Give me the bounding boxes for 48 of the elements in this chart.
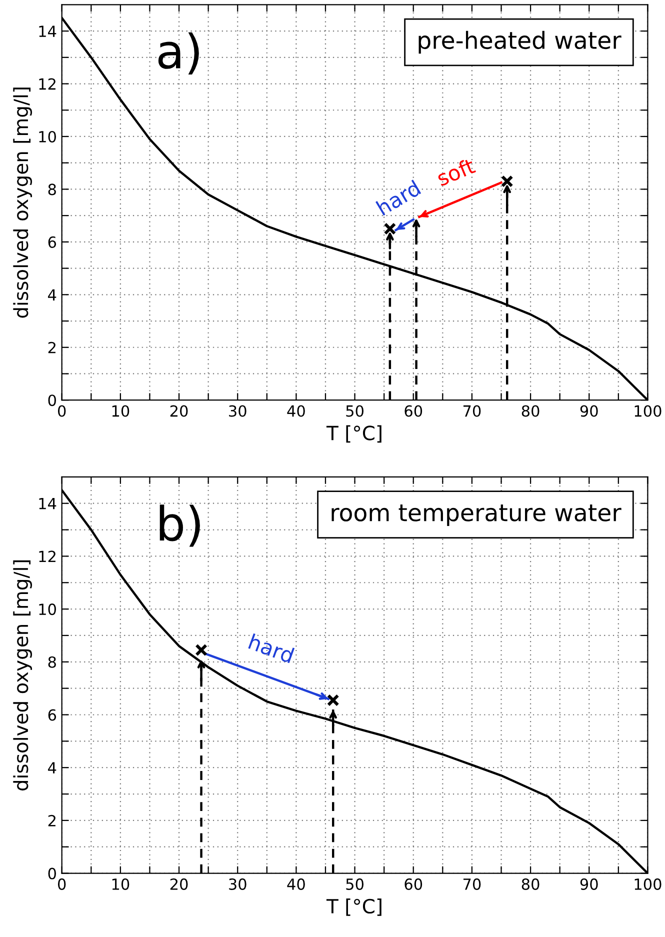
y-tick-label: 10 [39, 130, 56, 143]
x-tick-label: 70 [463, 405, 481, 417]
x-tick-label: 30 [229, 405, 246, 417]
x-axis-title: T [°C] [326, 898, 382, 916]
x-tick-label: 70 [463, 878, 481, 890]
x-tick-label: 0 [58, 405, 66, 417]
x-tick-label: 80 [522, 878, 540, 890]
x-tick-label: 30 [229, 878, 246, 890]
y-tick-label: 12 [39, 78, 56, 90]
y-tick-label: 0 [48, 868, 56, 880]
y-tick-label: 6 [48, 709, 56, 721]
y-tick-label: 4 [48, 289, 56, 300]
x-tick-label: 10 [112, 878, 130, 890]
x-tick-label: 20 [170, 878, 188, 890]
x-tick-label: 90 [580, 405, 598, 417]
y-tick-label: 10 [39, 604, 56, 616]
y-axis-title: dissolved oxygen [mg/l] [13, 560, 32, 790]
y-tick-label: 14 [39, 498, 56, 510]
x-tick-label: 0 [58, 878, 66, 890]
annotation: room temperature water [332, 504, 622, 526]
annotation: soft [436, 157, 476, 186]
x-tick-label: 100 [634, 405, 662, 417]
x-tick-label: 80 [522, 405, 540, 417]
y-tick-label: 4 [48, 762, 56, 774]
x-tick-label: 60 [404, 878, 422, 890]
x-tick-label: 50 [346, 878, 364, 890]
y-tick-label: 8 [48, 656, 56, 668]
y-axis-title: dissolved oxygen [mg/l] [13, 88, 32, 318]
y-tick-label: 2 [48, 342, 56, 354]
x-tick-label: 90 [580, 878, 598, 890]
annotation: a) [158, 32, 199, 74]
y-tick-label: 2 [48, 814, 56, 826]
y-tick-label: 6 [48, 236, 56, 248]
annotation: b) [160, 504, 200, 547]
y-tick-label: 8 [48, 184, 56, 196]
x-tick-label: 40 [287, 405, 305, 417]
x-tick-label: 10 [112, 405, 130, 417]
x-tick-label: 40 [287, 878, 305, 890]
annotation: hard [248, 633, 295, 664]
y-tick-label: 14 [39, 26, 56, 37]
y-tick-label: 0 [48, 394, 56, 406]
x-tick-label: 50 [346, 405, 364, 417]
annotation: pre-heated water [418, 30, 622, 54]
y-tick-label: 12 [39, 550, 56, 562]
x-axis-title: T [°C] [326, 425, 382, 443]
x-tick-label: 60 [404, 405, 422, 417]
x-tick-label: 20 [170, 405, 188, 417]
x-tick-label: 100 [634, 878, 662, 890]
